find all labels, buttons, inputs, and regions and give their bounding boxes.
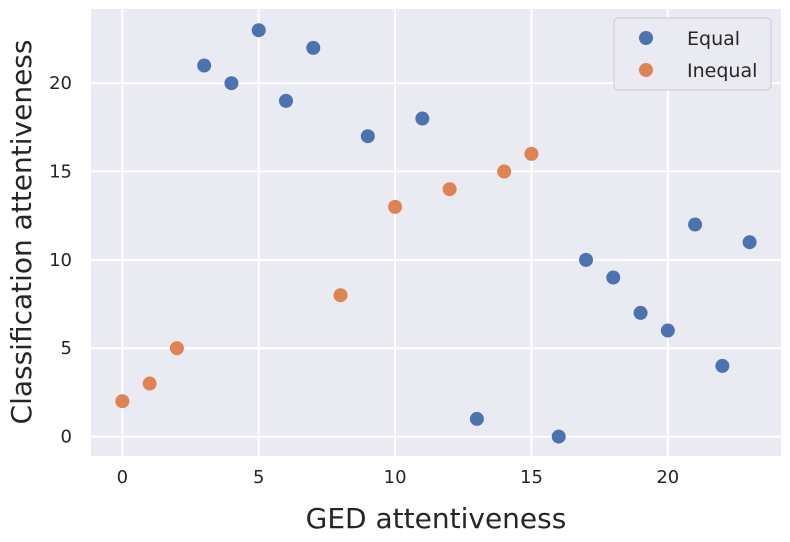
data-point-equal: [606, 270, 621, 285]
legend-marker-equal: [639, 31, 653, 45]
data-point-inequal: [524, 146, 539, 161]
data-point-equal: [688, 217, 703, 232]
x-tick-label: 15: [520, 467, 543, 488]
data-point-equal: [360, 129, 375, 144]
data-point-inequal: [388, 199, 403, 214]
data-point-equal: [660, 323, 675, 338]
data-point-inequal: [115, 394, 130, 409]
legend-label-inequal: Inequal: [687, 60, 757, 82]
x-tick-labels: 0 5 10 15 20: [117, 467, 680, 488]
data-point-equal: [306, 40, 321, 55]
data-point-inequal: [497, 164, 512, 179]
data-points: [115, 23, 757, 444]
legend: Equal Inequal: [613, 17, 772, 91]
legend-marker-inequal: [639, 63, 653, 77]
y-tick-label: 20: [49, 73, 72, 94]
data-point-inequal: [333, 288, 348, 303]
data-point-equal: [279, 93, 293, 108]
data-point-inequal: [442, 182, 457, 197]
y-tick-label: 10: [49, 250, 72, 271]
x-axis-label: GED attentiveness: [306, 502, 567, 535]
data-point-equal: [197, 58, 212, 73]
data-point-equal: [579, 252, 593, 267]
data-point-inequal: [169, 341, 184, 356]
data-point-equal: [551, 429, 566, 444]
data-point-equal: [415, 111, 430, 126]
data-point-equal: [251, 23, 266, 38]
x-tick-label: 0: [117, 467, 128, 488]
y-axis-label: Classification attentiveness: [5, 40, 38, 425]
y-tick-label: 15: [49, 162, 72, 183]
y-tick-labels: 0 5 10 15 20: [49, 73, 72, 447]
x-tick-label: 10: [384, 467, 407, 488]
data-point-equal: [742, 235, 757, 250]
legend-label-equal: Equal: [687, 28, 740, 50]
y-tick-label: 5: [61, 338, 72, 359]
data-point-inequal: [142, 376, 157, 391]
data-point-equal: [469, 411, 484, 426]
data-point-equal: [224, 76, 239, 91]
x-tick-label: 20: [656, 467, 679, 488]
data-point-equal: [633, 305, 648, 320]
x-tick-label: 5: [253, 467, 264, 488]
data-point-equal: [715, 358, 730, 373]
legend-box: [613, 17, 772, 91]
y-tick-label: 0: [61, 427, 72, 448]
